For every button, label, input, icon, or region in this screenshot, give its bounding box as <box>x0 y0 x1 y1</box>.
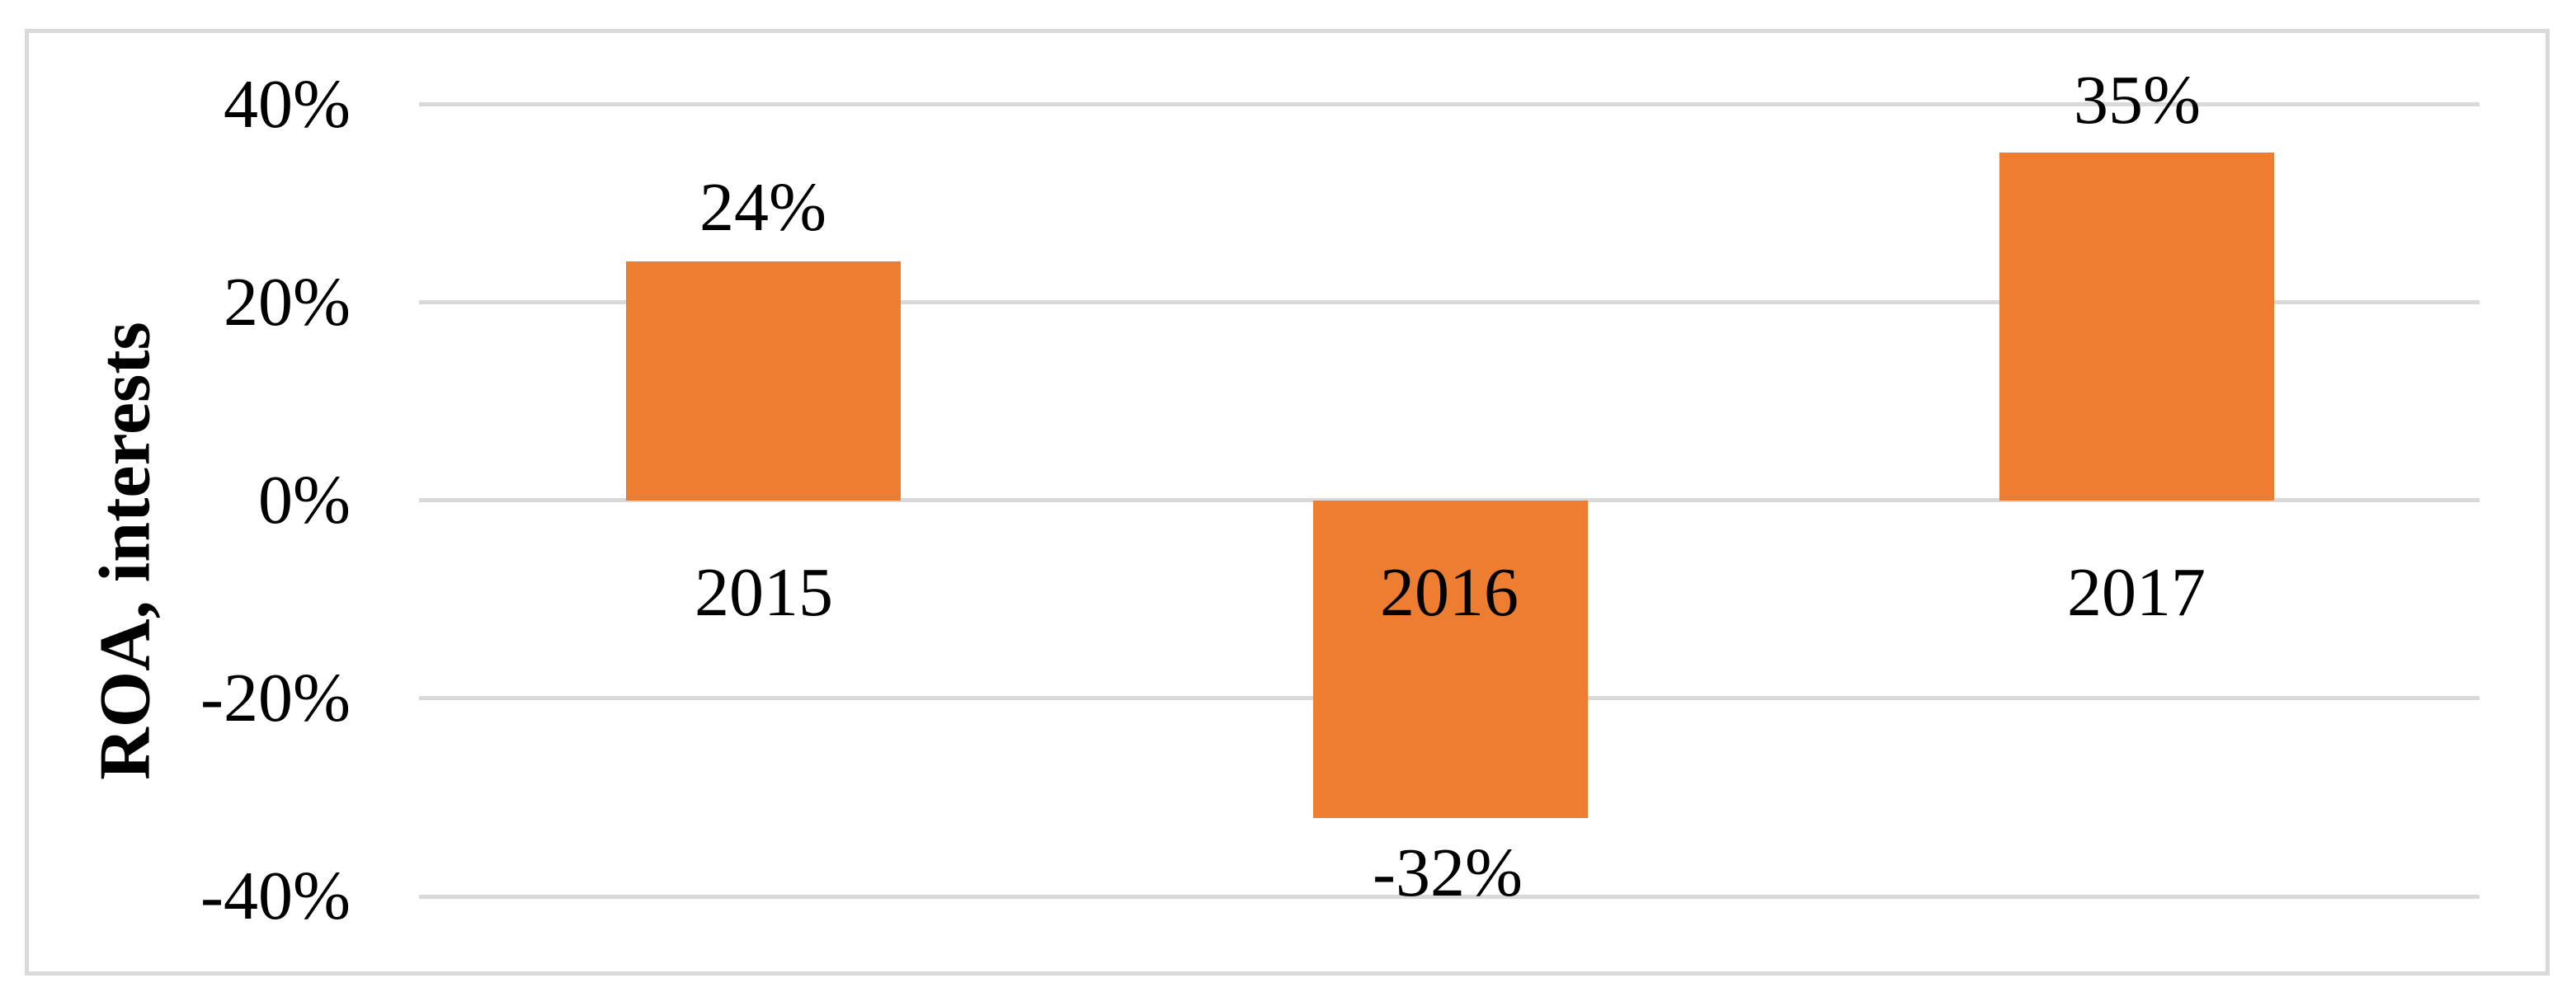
y-tick-neg20pct: -20% <box>200 660 351 736</box>
bar-2017 <box>1999 153 2274 501</box>
y-tick-neg40pct: -40% <box>200 858 351 934</box>
y-tick-20pct: 20% <box>224 264 351 341</box>
category-label-2017: 2017 <box>2067 554 2206 631</box>
gridline-0pct <box>419 498 2479 502</box>
data-label-2016: -32% <box>1373 835 1523 911</box>
gridline-40pct <box>419 102 2479 106</box>
category-label-2016: 2016 <box>1380 554 1519 631</box>
y-tick-40pct: 40% <box>224 66 351 143</box>
category-label-2015: 2015 <box>695 554 833 631</box>
gridline-20pct <box>419 300 2479 304</box>
data-label-2015: 24% <box>699 169 826 246</box>
y-axis-title: ROA, interests <box>85 322 166 780</box>
y-tick-0pct: 0% <box>258 462 351 538</box>
data-label-2017: 35% <box>2074 62 2201 139</box>
bar-2016 <box>1313 501 1588 818</box>
gridline-neg40pct <box>419 895 2479 899</box>
bar-2015 <box>626 261 901 501</box>
